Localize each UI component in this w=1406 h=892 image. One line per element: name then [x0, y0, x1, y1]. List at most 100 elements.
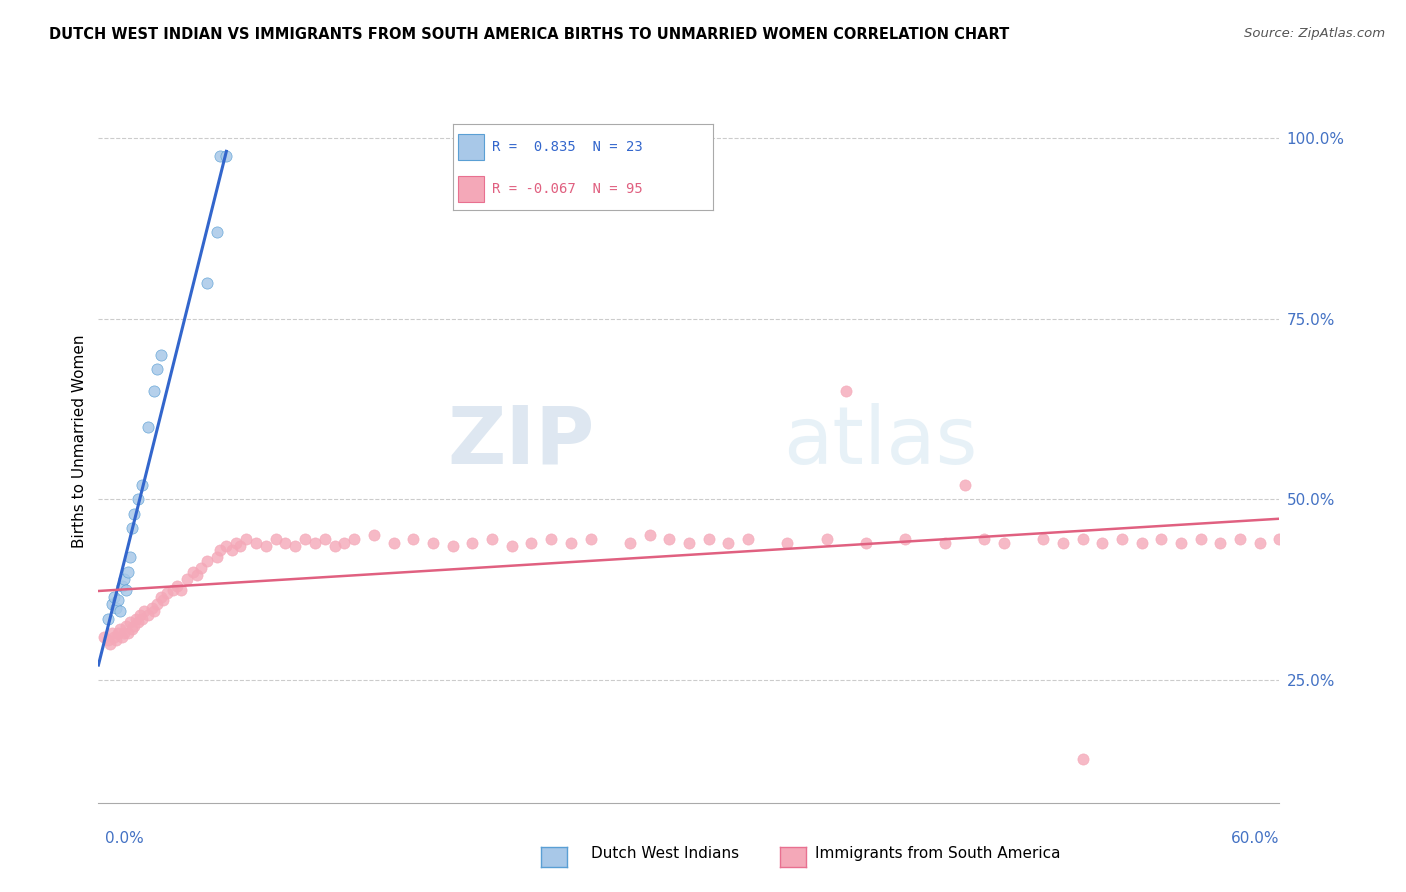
Point	[304, 535, 326, 549]
Text: 60.0%: 60.0%	[1232, 831, 1279, 846]
Point	[108, 604, 131, 618]
Point	[107, 626, 129, 640]
Point	[215, 539, 238, 553]
Text: DUTCH WEST INDIAN VS IMMIGRANTS FROM SOUTH AMERICA BIRTHS TO UNMARRIED WOMEN COR: DUTCH WEST INDIAN VS IMMIGRANTS FROM SOU…	[49, 27, 1010, 42]
Point	[115, 619, 138, 633]
Point	[254, 539, 277, 553]
Point	[146, 362, 169, 376]
Point	[382, 535, 405, 549]
Point	[205, 225, 228, 239]
Point	[1071, 752, 1094, 766]
Point	[111, 579, 134, 593]
Point	[619, 535, 641, 549]
Point	[973, 532, 995, 546]
Point	[934, 535, 956, 549]
Point	[1032, 532, 1054, 546]
Point	[461, 535, 484, 549]
Text: Dutch West Indians: Dutch West Indians	[591, 847, 738, 861]
Point	[176, 572, 198, 586]
Point	[136, 607, 159, 622]
Point	[815, 532, 838, 546]
Point	[697, 532, 720, 546]
Point	[131, 611, 153, 625]
Point	[221, 542, 243, 557]
Point	[1052, 535, 1074, 549]
Point	[122, 507, 145, 521]
Point	[166, 579, 188, 593]
Point	[717, 535, 740, 549]
Point	[1111, 532, 1133, 546]
Point	[229, 539, 252, 553]
Point	[1249, 535, 1271, 549]
Point	[343, 532, 366, 546]
Point	[274, 535, 297, 549]
Point	[776, 535, 799, 549]
Point	[894, 532, 917, 546]
Point	[993, 535, 1015, 549]
Point	[1091, 535, 1114, 549]
Text: 0.0%: 0.0%	[105, 831, 145, 846]
Point	[209, 149, 232, 163]
Point	[205, 550, 228, 565]
Point	[363, 528, 385, 542]
Point	[122, 619, 145, 633]
Point	[638, 528, 661, 542]
Point	[501, 539, 523, 553]
Text: Source: ZipAtlas.com: Source: ZipAtlas.com	[1244, 27, 1385, 40]
Point	[1150, 532, 1173, 546]
Point	[141, 600, 163, 615]
Point	[560, 535, 582, 549]
Point	[117, 565, 139, 579]
Point	[1071, 532, 1094, 546]
Point	[855, 535, 877, 549]
Point	[481, 532, 503, 546]
Point	[121, 623, 143, 637]
Point	[111, 630, 134, 644]
Point	[107, 593, 129, 607]
Point	[105, 600, 128, 615]
Point	[125, 611, 148, 625]
Point	[520, 535, 543, 549]
Point	[245, 535, 267, 549]
Point	[333, 535, 356, 549]
Point	[658, 532, 681, 546]
Point	[323, 539, 346, 553]
Point	[131, 478, 153, 492]
Point	[103, 590, 125, 604]
Point	[678, 535, 700, 549]
Point	[93, 630, 115, 644]
Point	[294, 532, 316, 546]
Point	[103, 630, 125, 644]
Point	[737, 532, 759, 546]
Point	[127, 492, 149, 507]
Point	[579, 532, 602, 546]
Point	[1189, 532, 1212, 546]
Point	[128, 607, 150, 622]
Text: atlas: atlas	[783, 402, 977, 481]
Point	[101, 597, 124, 611]
Point	[209, 542, 232, 557]
Point	[142, 604, 165, 618]
Point	[118, 550, 141, 565]
Point	[142, 384, 165, 398]
Point	[195, 276, 218, 290]
Point	[97, 633, 120, 648]
Point	[101, 626, 124, 640]
Text: ZIP: ZIP	[447, 402, 595, 481]
Point	[314, 532, 336, 546]
Point	[112, 572, 135, 586]
Point	[1170, 535, 1192, 549]
Point	[97, 611, 120, 625]
Point	[152, 593, 174, 607]
Point	[1229, 532, 1251, 546]
Point	[150, 590, 173, 604]
Point	[195, 554, 218, 568]
Point	[117, 626, 139, 640]
Point	[402, 532, 425, 546]
Text: Immigrants from South America: Immigrants from South America	[815, 847, 1062, 861]
Point	[422, 535, 444, 549]
Point	[284, 539, 307, 553]
Point	[121, 521, 143, 535]
Point	[98, 637, 121, 651]
Point	[186, 568, 208, 582]
